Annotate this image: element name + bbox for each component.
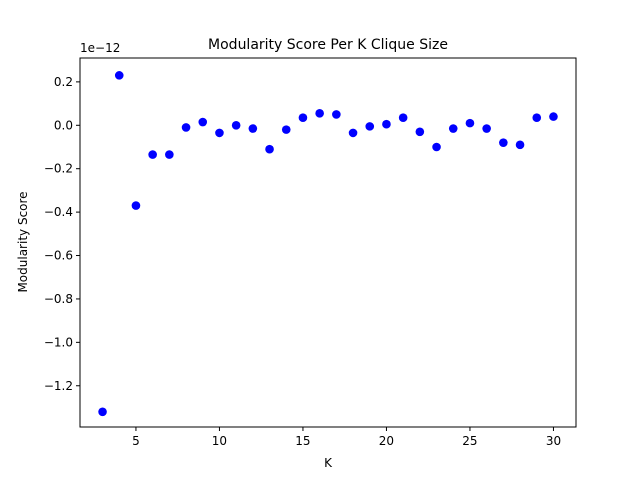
data-point bbox=[365, 122, 375, 131]
x-tick-label: 15 bbox=[295, 434, 310, 448]
data-point bbox=[465, 118, 475, 128]
y-tick-label: 0.0 bbox=[54, 118, 73, 132]
data-point bbox=[231, 120, 241, 130]
y-axis-label: Modularity Score bbox=[16, 191, 30, 292]
y-tick-label: −1.0 bbox=[44, 335, 73, 349]
data-point bbox=[281, 125, 291, 134]
data-point bbox=[482, 124, 491, 133]
x-tick-label: 30 bbox=[546, 434, 561, 448]
data-point bbox=[315, 109, 324, 118]
data-point bbox=[198, 117, 208, 127]
chart-title: Modularity Score Per K Clique Size bbox=[208, 37, 448, 53]
data-point bbox=[348, 128, 358, 138]
y-tick-label: −1.2 bbox=[44, 379, 73, 393]
y-tick-label: −0.2 bbox=[44, 162, 73, 176]
data-point bbox=[398, 113, 408, 122]
ticks-layer: 5 10 15 20 25 30 0.2 0.0 −0.2 −0.4 −0.6 −0.8 −1.0 −1.… bbox=[44, 75, 561, 448]
data-point bbox=[415, 127, 425, 137]
y-tick-label: 0.2 bbox=[54, 75, 73, 89]
x-tick-label: 20 bbox=[379, 434, 394, 448]
y-offset-label: 1e−12 bbox=[80, 41, 120, 55]
y-tick-label: −0.6 bbox=[44, 249, 73, 263]
x-axis-label: K bbox=[324, 456, 333, 470]
x-tick-label: 5 bbox=[132, 434, 140, 448]
plot-layer bbox=[98, 71, 558, 417]
data-point bbox=[499, 138, 508, 147]
data-point bbox=[265, 144, 274, 154]
data-point bbox=[549, 112, 558, 121]
data-point bbox=[248, 124, 258, 133]
data-point bbox=[448, 124, 458, 133]
data-point bbox=[148, 150, 157, 159]
x-tick-label: 10 bbox=[212, 434, 227, 448]
data-point bbox=[165, 150, 174, 159]
data-point bbox=[131, 201, 141, 210]
data-point bbox=[515, 140, 525, 150]
data-point bbox=[298, 113, 308, 122]
data-point bbox=[332, 110, 341, 119]
data-point bbox=[98, 407, 107, 417]
data-point bbox=[532, 113, 542, 122]
data-point bbox=[215, 128, 224, 138]
data-point bbox=[181, 123, 191, 132]
data-point bbox=[114, 71, 124, 80]
x-tick-label: 25 bbox=[462, 434, 477, 448]
y-tick-label: −0.8 bbox=[44, 292, 73, 306]
axes-frame bbox=[79, 57, 577, 428]
data-point bbox=[382, 119, 391, 129]
data-point bbox=[432, 142, 441, 152]
y-tick-label: −0.4 bbox=[44, 205, 73, 219]
